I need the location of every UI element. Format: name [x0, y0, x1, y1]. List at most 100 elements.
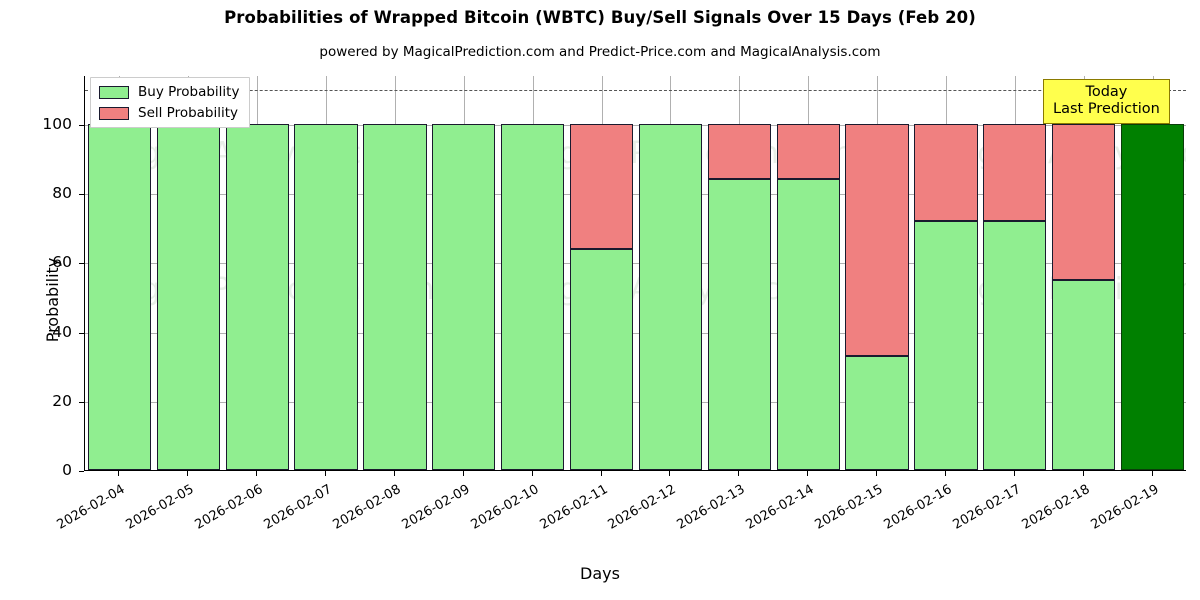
- bar-segment-sell: [1052, 124, 1116, 280]
- x-axis-tick-label: 2026-02-08: [330, 482, 404, 533]
- x-axis-tick: [601, 471, 602, 476]
- legend-label-buy: Buy Probability: [138, 84, 240, 100]
- x-axis-tick-label: 2026-02-15: [812, 482, 886, 533]
- bar-segment-buy: [983, 220, 1047, 470]
- bar-2026-02-10[interactable]: [501, 124, 565, 470]
- legend-label-sell: Sell Probability: [138, 105, 239, 121]
- x-axis-tick-label: 2026-02-05: [123, 482, 197, 533]
- x-axis-tick-label: 2026-02-14: [743, 482, 817, 533]
- gridline-horizontal: [85, 263, 1186, 265]
- x-axis-tick: [532, 471, 533, 476]
- bar-segment-buy: [845, 355, 909, 470]
- bar-segment-buy: [294, 124, 358, 470]
- y-axis-tick: [79, 471, 84, 472]
- bar-segment-buy: [87, 124, 152, 470]
- x-axis-tick-label: 2026-02-12: [605, 482, 679, 533]
- legend-item-sell[interactable]: Sell Probability: [99, 105, 239, 121]
- x-axis-tick-label: 2026-02-16: [881, 482, 955, 533]
- y-axis-tick-label: 40: [52, 322, 72, 341]
- x-axis-tick: [1014, 471, 1015, 476]
- bar-segment-buy: [914, 220, 978, 470]
- x-axis-tick-label: 2026-02-07: [261, 482, 335, 533]
- bar-segment-buy: [569, 248, 634, 470]
- x-axis-title: Days: [580, 564, 620, 583]
- today-annotation-line1: Today: [1085, 84, 1128, 100]
- y-axis-tick: [79, 332, 84, 334]
- bar-2026-02-15[interactable]: [845, 124, 909, 470]
- x-axis-tick: [325, 471, 326, 476]
- legend-swatch-sell: [99, 106, 129, 120]
- bar-segment-sell: [983, 124, 1047, 221]
- bar-2026-02-04[interactable]: [87, 124, 152, 470]
- bar-2026-02-05[interactable]: [156, 124, 220, 470]
- bar-segment-sell: [776, 124, 840, 180]
- legend-swatch-buy: [99, 85, 129, 99]
- y-axis-tick: [79, 401, 84, 403]
- y-axis-tick: [79, 263, 84, 265]
- bar-2026-02-18[interactable]: [1052, 124, 1116, 470]
- chart-title: Probabilities of Wrapped Bitcoin (WBTC) …: [224, 8, 976, 27]
- x-axis-tick: [1083, 471, 1084, 476]
- x-axis-tick-label: 2026-02-10: [468, 482, 542, 533]
- bar-segment-buy: [363, 124, 427, 470]
- bar-segment-sell: [569, 124, 634, 249]
- y-axis-tick-label: 0: [62, 461, 72, 479]
- x-axis-tick: [807, 471, 808, 476]
- bar-2026-02-19[interactable]: [1120, 124, 1185, 470]
- bar-segment-buy: [1052, 279, 1116, 470]
- x-axis-tick: [669, 471, 670, 476]
- y-axis-tick-label: 20: [52, 391, 72, 410]
- x-axis-tick-label: 2026-02-18: [1019, 482, 1093, 533]
- bar-segment-buy: [432, 124, 496, 470]
- plot-area: MagicalAnalysis.comMagicalPrediction.com…: [84, 76, 1186, 471]
- bar-segment-sell: [914, 124, 978, 221]
- bar-segment-today: [1120, 124, 1185, 470]
- bar-2026-02-13[interactable]: [707, 124, 771, 470]
- bar-2026-02-06[interactable]: [225, 124, 289, 470]
- legend-item-buy[interactable]: Buy Probability: [99, 84, 239, 100]
- x-axis-tick-label: 2026-02-06: [192, 482, 266, 533]
- y-axis-tick: [79, 125, 84, 126]
- bar-2026-02-12[interactable]: [638, 124, 703, 470]
- bar-segment-buy: [776, 179, 840, 470]
- x-axis-tick: [256, 471, 257, 476]
- bar-segment-buy: [225, 124, 289, 470]
- bar-segment-buy: [156, 124, 220, 470]
- x-axis-tick-label: 2026-02-04: [54, 482, 128, 533]
- x-axis-tick: [738, 471, 739, 476]
- bar-segment-buy: [638, 124, 703, 470]
- y-axis-tick-label: 60: [52, 253, 72, 272]
- y-axis-tick-label: 100: [42, 115, 72, 133]
- bar-segment-sell: [845, 124, 909, 356]
- x-axis-tick: [945, 471, 946, 476]
- chart-legend: Buy Probability Sell Probability: [90, 77, 251, 128]
- x-axis-tick: [463, 471, 464, 476]
- today-annotation: Today Last Prediction: [1043, 79, 1170, 125]
- today-annotation-line2: Last Prediction: [1053, 101, 1160, 118]
- bar-2026-02-11[interactable]: [569, 124, 634, 470]
- y-axis-tick-label: 80: [52, 184, 72, 203]
- bar-2026-02-16[interactable]: [914, 124, 978, 470]
- bar-2026-02-14[interactable]: [776, 124, 840, 470]
- bar-2026-02-17[interactable]: [983, 124, 1047, 470]
- x-axis-tick-label: 2026-02-13: [674, 482, 748, 533]
- x-axis-tick-label: 2026-02-19: [1088, 482, 1162, 533]
- bar-2026-02-08[interactable]: [363, 124, 427, 470]
- bar-segment-sell: [707, 124, 771, 180]
- x-axis-tick: [187, 471, 188, 476]
- x-axis-tick-label: 2026-02-11: [537, 482, 611, 533]
- plot-inner: MagicalAnalysis.comMagicalPrediction.com…: [85, 76, 1186, 470]
- chart-subtitle: powered by MagicalPrediction.com and Pre…: [319, 44, 881, 60]
- bar-segment-buy: [501, 124, 565, 470]
- reference-line: [85, 90, 1186, 92]
- bar-2026-02-09[interactable]: [432, 124, 496, 470]
- x-axis-tick: [394, 471, 395, 476]
- bar-2026-02-07[interactable]: [294, 124, 358, 470]
- x-axis-tick: [1152, 471, 1153, 476]
- gridline-horizontal: [85, 125, 1186, 126]
- x-axis-tick: [876, 471, 877, 476]
- x-axis-tick: [118, 471, 119, 476]
- y-axis-tick: [79, 194, 84, 196]
- gridline-horizontal: [85, 332, 1186, 334]
